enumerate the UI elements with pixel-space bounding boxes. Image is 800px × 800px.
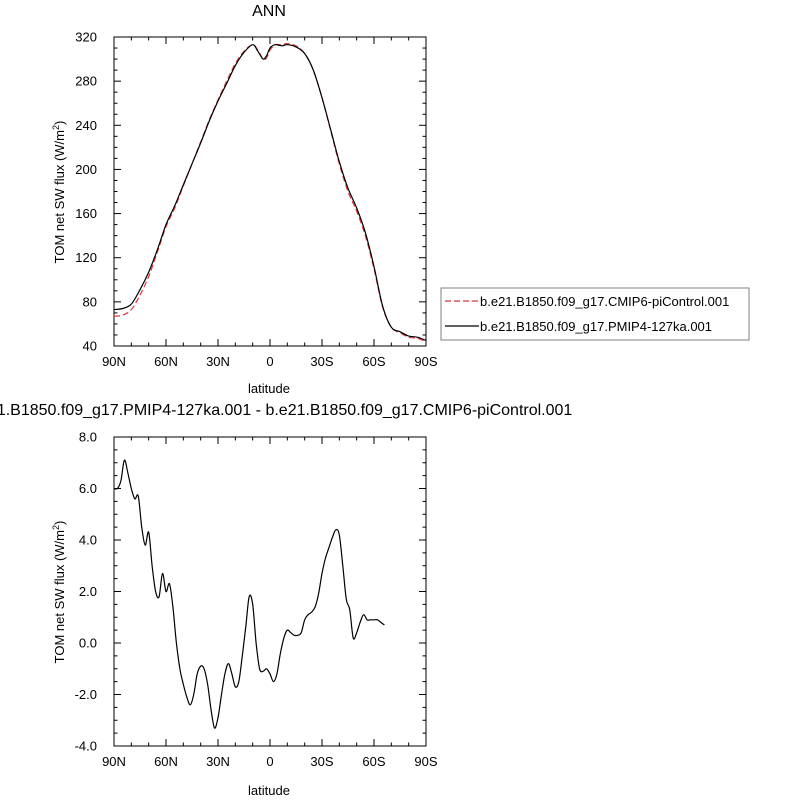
panel-top: ANN 90N 60N 30N 0 30S 60S 90S 40 80 120 160 200 240… [51,3,750,396]
x-tick-label: 90N [102,354,126,369]
x-tick-label: 60S [362,754,385,769]
y-tick-label: 280 [75,74,97,89]
x-tick-label: 0 [266,754,273,769]
x-axis-label: latitude [248,381,290,396]
x-tick-label: 60N [154,754,178,769]
x-tick-label: 30N [206,354,230,369]
y-tick-label: 8.0 [79,430,97,445]
y-ticks: 40 80 120 160 200 240 280 320 [75,30,426,354]
y-tick-label: 4.0 [79,533,97,548]
panel-bottom: b.e21.B1850.f09_g17.PMIP4-127ka.001 - b.… [0,402,572,798]
x-tick-label: 60N [154,354,178,369]
y-tick-label: 320 [75,30,97,45]
x-tick-label: 0 [266,354,273,369]
y-axis-label: TOM net SW flux (W/m2) [51,521,67,664]
y-tick-label: 40 [83,339,97,354]
y-axis-label: TOM net SW flux (W/m2) [51,121,67,264]
y-tick-label: -2.0 [75,687,97,702]
y-tick-label: -4.0 [75,739,97,754]
y-tick-label: 240 [75,118,97,133]
legend: b.e21.B1850.f09_g17.CMIP6-piControl.001 … [440,287,750,341]
series-line-0 [113,459,385,729]
y-tick-label: 120 [75,250,97,265]
y-tick-label: 0.0 [79,636,97,651]
series-line-1 [113,44,427,342]
plot-frame [113,436,427,747]
plot-frame [113,36,427,347]
x-tick-label: 90N [102,754,126,769]
x-tick-label: 60S [362,354,385,369]
x-tick-label: 30N [206,754,230,769]
x-tick-label: 30S [310,354,333,369]
x-axis-label: latitude [248,783,290,798]
x-ticks: 90N 60N 30N 0 30S 60S 90S [102,437,438,769]
legend-label-piControl: b.e21.B1850.f09_g17.CMIP6-piControl.001 [480,294,729,309]
y-tick-label: 200 [75,162,97,177]
x-tick-label: 90S [414,754,437,769]
y-tick-label: 6.0 [79,481,97,496]
series-lines [113,42,427,343]
x-ticks: 90N 60N 30N 0 30S 60S 90S [102,37,438,369]
x-tick-label: 90S [414,354,437,369]
x-tick-label: 30S [310,754,333,769]
y-tick-label: 2.0 [79,584,97,599]
series-line-0 [113,42,427,343]
title: b.e21.B1850.f09_g17.PMIP4-127ka.001 - b.… [0,402,572,419]
series-lines [113,459,385,729]
legend-label-127ka: b.e21.B1850.f09_g17.PMIP4-127ka.001 [480,319,712,334]
legend-box [440,287,750,341]
y-tick-label: 160 [75,206,97,221]
y-tick-label: 80 [83,294,97,309]
y-ticks: -4.0 -2.0 0.0 2.0 4.0 6.0 8.0 [75,430,426,754]
title: ANN [252,3,286,20]
